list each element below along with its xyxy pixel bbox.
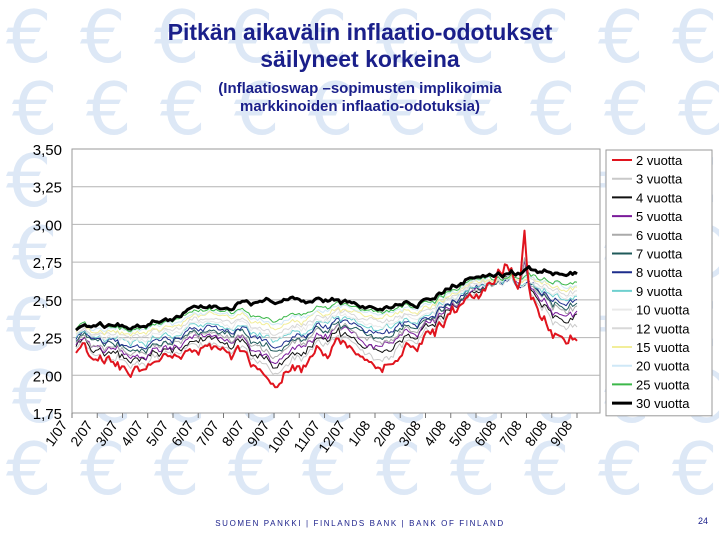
euro-symbol-icon: €: [382, 67, 428, 151]
euro-symbol-icon: €: [154, 0, 200, 79]
y-tick-label: 1,75: [33, 406, 62, 423]
x-tick-label: 10/07: [264, 417, 297, 455]
series-line-13: [75, 272, 578, 333]
plot-area: [71, 148, 601, 414]
euro-symbol-icon: €: [12, 211, 58, 295]
euro-symbol-icon: €: [12, 355, 58, 439]
x-tick-label: 4/08: [420, 417, 449, 449]
euro-symbol-icon: €: [228, 0, 274, 79]
legend-label: 3 vuotta: [636, 172, 683, 187]
euro-symbol-icon: €: [302, 0, 348, 79]
euro-symbol-icon: €: [6, 283, 52, 367]
inflation-swap-line-chart: 1,752,002,252,502,753,003,253,501/072/07…: [33, 142, 713, 455]
footer-text: SUOMEN PANKKI | FINLANDS BANK | BANK OF …: [215, 519, 505, 528]
euro-symbol-icon: €: [308, 67, 354, 151]
legend-box: [605, 149, 713, 417]
euro-symbol-icon: €: [672, 427, 718, 500]
euro-symbol-icon: €: [524, 0, 570, 79]
y-tick-label: 2,00: [33, 368, 62, 385]
euro-symbol-icon: €: [598, 427, 644, 500]
y-tick-label: 3,00: [33, 217, 62, 234]
y-tick-label: 2,25: [33, 331, 62, 348]
legend-label: 2 vuotta: [636, 153, 683, 168]
legend-label: 9 vuotta: [636, 284, 683, 299]
legend-label: 6 vuotta: [636, 228, 683, 243]
euro-symbol-icon: €: [530, 67, 576, 151]
euro-symbol-icon: €: [80, 427, 126, 500]
y-tick-label: 3,25: [33, 180, 62, 197]
page-number: 24: [697, 516, 708, 526]
x-tick-label: 7/08: [496, 417, 525, 449]
legend-label: 5 vuotta: [636, 209, 683, 224]
euro-symbol-icon: €: [160, 67, 206, 151]
euro-symbol-icon: €: [456, 67, 502, 151]
euro-symbol-icon: €: [80, 0, 126, 79]
x-tick-label: 8/07: [218, 417, 247, 449]
x-tick-label: 2/08: [370, 417, 399, 449]
euro-symbol-icon: €: [12, 67, 58, 151]
slide-title-line-2: säilyneet korkeina: [260, 46, 460, 72]
legend-label: 15 vuotta: [636, 340, 690, 355]
x-tick-label: 12/07: [315, 417, 348, 455]
euro-symbol-icon: €: [228, 427, 274, 500]
euro-symbol-icon: €: [6, 0, 52, 79]
euro-symbol-icon: €: [524, 427, 570, 500]
x-tick-label: 2/07: [67, 417, 96, 449]
euro-symbol-icon: €: [6, 139, 52, 223]
slide-subtitle-line-2: markkinoiden inflaatio-odotuksia): [239, 98, 481, 115]
legend-label: 10 vuotta: [636, 303, 690, 318]
x-tick-label: 5/08: [446, 417, 475, 449]
y-tick-label: 3,50: [33, 142, 62, 159]
euro-symbol-icon: €: [450, 427, 496, 500]
euro-symbol-icon: €: [234, 67, 280, 151]
legend-label: 12 vuotta: [636, 321, 690, 336]
euro-symbol-icon: €: [86, 67, 132, 151]
legend-label: 25 vuotta: [636, 377, 690, 392]
euro-symbol-icon: €: [598, 0, 644, 79]
y-tick-label: 2,75: [33, 255, 62, 272]
euro-symbol-icon: €: [604, 67, 650, 151]
slide-title-line-1: Pitkän aikavälin inflaatio-odotukset: [167, 19, 553, 45]
euro-symbol-icon: €: [672, 0, 718, 79]
x-tick-label: 3/08: [395, 417, 424, 449]
euro-symbol-icon: €: [376, 0, 422, 79]
x-tick-label: 1/08: [345, 417, 374, 449]
legend-label: 30 vuotta: [636, 396, 690, 411]
y-tick-label: 2,50: [33, 293, 62, 310]
series-line-1: [75, 229, 578, 389]
euro-symbol-icon: €: [678, 67, 720, 151]
footer-bar: [0, 500, 720, 540]
euro-symbol-icon: €: [154, 427, 200, 500]
legend-label: 4 vuotta: [636, 190, 683, 205]
x-tick-label: 7/07: [193, 417, 222, 449]
series-line-14: [75, 265, 578, 332]
slide-subtitle-line-1: (Inflaatioswap –sopimusten implikoimia: [218, 80, 502, 97]
legend-label: 7 vuotta: [636, 247, 683, 262]
x-tick-label: 6/08: [471, 417, 500, 449]
x-tick-label: 5/07: [143, 417, 172, 449]
x-tick-label: 6/07: [168, 417, 197, 449]
euro-symbol-icon: €: [376, 427, 422, 500]
x-tick-label: 8/08: [521, 417, 550, 449]
x-tick-label: 3/07: [92, 417, 121, 449]
euro-symbol-icon: €: [302, 427, 348, 500]
legend-label: 8 vuotta: [636, 265, 683, 280]
euro-symbol-icon: €: [450, 0, 496, 79]
euro-symbol-icon: €: [6, 427, 52, 500]
legend-label: 20 vuotta: [636, 359, 690, 374]
x-tick-label: 9/08: [547, 417, 576, 449]
x-tick-label: 4/07: [117, 417, 146, 449]
